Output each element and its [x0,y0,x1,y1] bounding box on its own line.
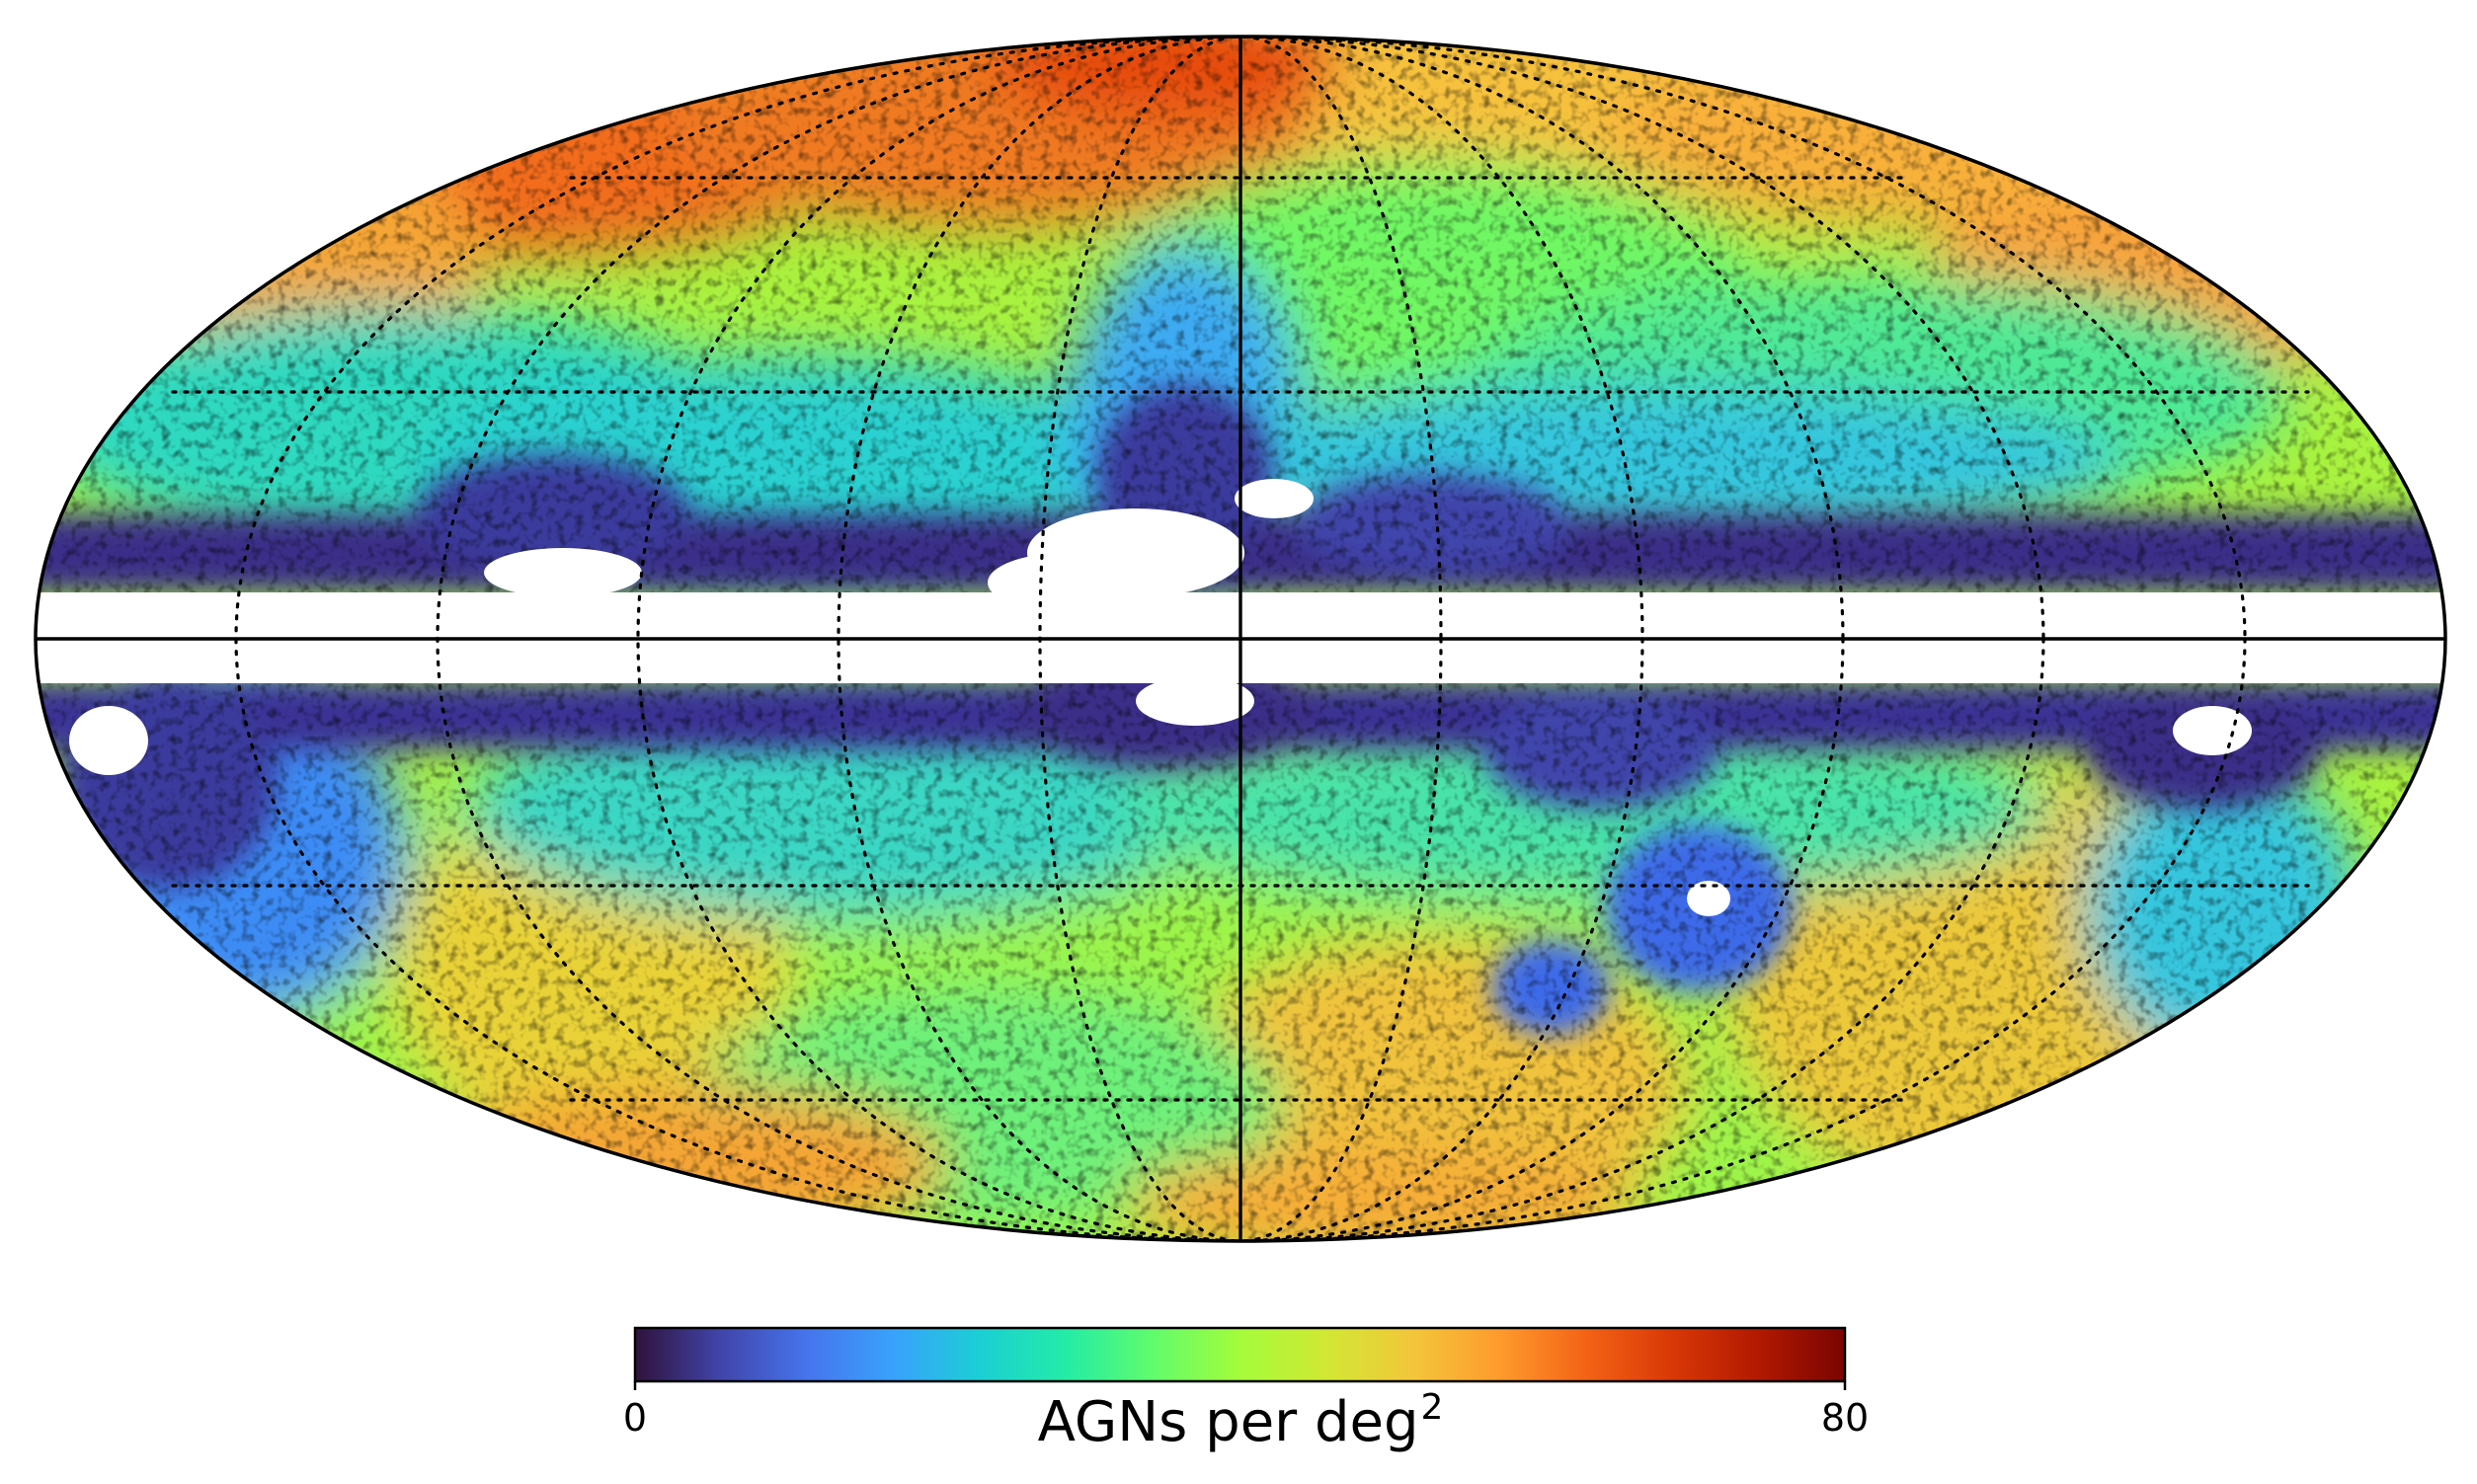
colorbar-max-label: 80 [1820,1396,1870,1440]
colorbar-title: AGNs per deg2 [1038,1387,1444,1454]
map-boundary [34,35,2447,1243]
map-axes [36,37,2445,1241]
colorbar-title-text: AGNs per deg [1037,1390,1419,1454]
colorbar-min-label: 0 [622,1396,648,1440]
colorbar [633,1326,1847,1383]
colorbar-title-superscript: 2 [1420,1387,1444,1428]
